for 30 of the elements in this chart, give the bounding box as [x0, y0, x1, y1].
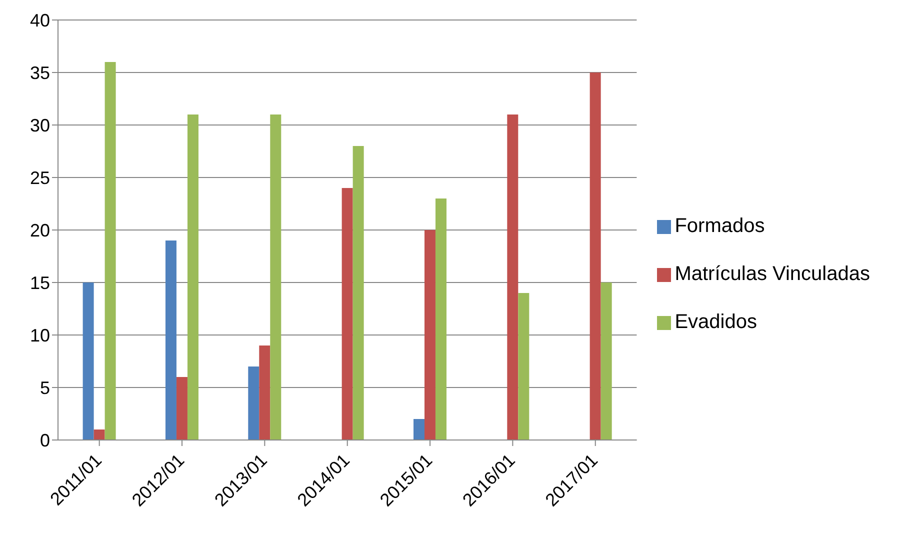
y-tick-label: 0	[40, 430, 50, 450]
legend-label: Matrículas Vinculadas	[674, 263, 870, 285]
bar	[590, 72, 601, 440]
y-tick-label: 10	[30, 325, 50, 346]
bar	[507, 114, 518, 440]
bar	[165, 240, 176, 440]
y-tick-label: 30	[30, 115, 50, 136]
bar	[104, 62, 116, 440]
legend-label: Formados	[674, 215, 765, 237]
bar	[342, 188, 353, 440]
bar	[82, 282, 94, 440]
bar	[94, 430, 105, 440]
y-tick-label: 25	[30, 168, 50, 188]
bar	[176, 377, 188, 440]
bar	[518, 293, 530, 440]
bar	[248, 366, 260, 440]
bar	[435, 198, 446, 440]
bar	[413, 419, 424, 440]
y-tick-label: 15	[30, 272, 50, 293]
y-tick-label: 40	[30, 10, 50, 30]
y-tick-label: 35	[30, 62, 50, 83]
bar	[187, 114, 198, 440]
bar	[352, 146, 364, 440]
bar	[259, 346, 270, 440]
y-tick-label: 20	[30, 220, 50, 240]
y-tick-label: 5	[40, 378, 50, 398]
bar	[600, 282, 612, 440]
bar	[424, 230, 436, 440]
bar	[270, 114, 282, 440]
legend-label: Evadidos	[674, 311, 757, 333]
